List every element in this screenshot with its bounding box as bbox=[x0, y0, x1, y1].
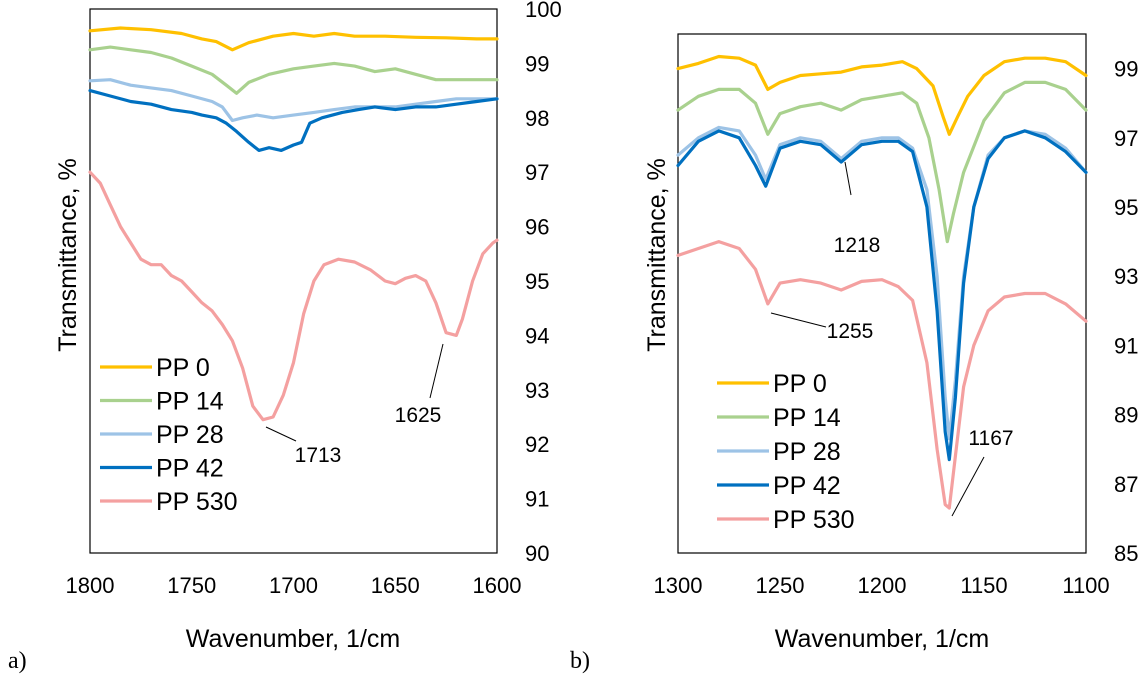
panel-b-y-tick-label: 93 bbox=[1114, 264, 1138, 289]
panel-a-y-tick-label: 94 bbox=[525, 323, 549, 348]
panel-b-x-tick-label: 1300 bbox=[654, 573, 703, 598]
panel-b-plot-frame bbox=[677, 33, 1087, 554]
panel-b-x-tick-label: 1100 bbox=[1062, 573, 1109, 598]
panel-a-y-axis-title: Transmittance, % bbox=[54, 158, 82, 352]
panel-b-y-tick-label: 87 bbox=[1114, 472, 1138, 497]
panel-b-y-axis-title: Transmittance, % bbox=[643, 158, 671, 352]
panel-b-x-tick-label: 1150 bbox=[960, 573, 1007, 598]
panel-a-annotation-1625: 1625 bbox=[395, 404, 442, 427]
panel-a-series-line-pp-0 bbox=[88, 26, 499, 52]
panel-a-x-tick-label: 1800 bbox=[66, 573, 115, 598]
panel-b-series-line-pp-530 bbox=[676, 240, 1088, 510]
panel-b-x-tick-label: 1200 bbox=[858, 573, 907, 598]
panel-b-series-line-pp-14 bbox=[676, 80, 1088, 244]
panel-a-legend-label: PP 0 bbox=[156, 354, 210, 382]
panel-b-y-tick-label: 95 bbox=[1114, 195, 1138, 220]
panel-a-y-tick-label: 95 bbox=[525, 269, 549, 294]
panel-a-x-axis-title: Wavenumber, 1/cm bbox=[186, 625, 400, 653]
panel-b-series-line-pp-42 bbox=[676, 129, 1088, 462]
panel-b-y-tick-label: 89 bbox=[1114, 403, 1138, 428]
panel-b-annotation-1255: 1255 bbox=[827, 320, 874, 343]
panel-a-annotation-1713: 1713 bbox=[295, 444, 342, 467]
panel-a-y-tick-label: 93 bbox=[525, 378, 549, 403]
panel-a-legend-label: PP 42 bbox=[156, 455, 224, 483]
panel-b-label: b) bbox=[570, 648, 590, 674]
panel-a-x-tick-label: 1650 bbox=[371, 573, 420, 598]
panel-b-annotation-leader-1218 bbox=[844, 161, 852, 196]
panel-a-y-tick-label: 92 bbox=[525, 432, 549, 457]
panel-b-annotation-1167: 1167 bbox=[968, 427, 1013, 450]
panel-a-legend-label: PP 530 bbox=[156, 488, 238, 516]
panel-a-x-tick-label: 1600 bbox=[473, 573, 522, 598]
panel-a-annotation-leader-1625 bbox=[429, 343, 444, 399]
panel-a-y-tick-label: 90 bbox=[525, 541, 549, 566]
panel-b-x-tick-label: 1250 bbox=[756, 573, 805, 598]
panel-a-label: a) bbox=[8, 648, 27, 674]
panel-a-y-tick-label: 100 bbox=[525, 0, 562, 22]
panel-b-y-tick-label: 99 bbox=[1114, 57, 1138, 82]
panel-a-legend-label: PP 28 bbox=[156, 421, 224, 449]
panel-a-plot-frame bbox=[89, 8, 498, 554]
panel-a-y-tick-label: 96 bbox=[525, 215, 549, 240]
panel-a-series-line-pp-28 bbox=[88, 78, 499, 123]
panel-b-y-tick-label: 97 bbox=[1114, 126, 1138, 151]
panel-a-y-tick-label: 91 bbox=[525, 487, 549, 512]
panel-a-y-tick-label: 97 bbox=[525, 160, 549, 185]
panel-b-annotation-leader-1255 bbox=[770, 312, 827, 328]
panel-a-x-tick-label: 1700 bbox=[269, 573, 318, 598]
panel-b-legend-label: PP 42 bbox=[773, 472, 841, 500]
panel-a-series-line-pp-14 bbox=[88, 45, 499, 95]
panel-a-y-tick-label: 98 bbox=[525, 106, 549, 131]
panel-a-annotation-leader-1713 bbox=[265, 426, 297, 442]
panel-b-y-tick-label: 91 bbox=[1114, 333, 1138, 358]
panel-b-legend-label: PP 530 bbox=[773, 506, 855, 534]
panel-b-legend-label: PP 0 bbox=[773, 370, 827, 398]
panel-b-y-tick-label: 85 bbox=[1114, 541, 1138, 566]
panel-b-series-line-pp-0 bbox=[676, 54, 1088, 136]
panel-b-x-axis-title: Wavenumber, 1/cm bbox=[775, 625, 989, 653]
panel-b-series-line-pp-28 bbox=[676, 125, 1088, 441]
panel-b-annotation-1218: 1218 bbox=[834, 234, 881, 257]
panel-a-legend-label: PP 14 bbox=[156, 388, 224, 416]
panel-a-series-line-pp-530 bbox=[88, 170, 499, 422]
panel-b-annotation-leader-1167 bbox=[951, 456, 985, 517]
panel-a-y-tick-label: 99 bbox=[525, 51, 549, 76]
panel-a-series-line-pp-42 bbox=[88, 89, 499, 152]
panel-b-legend-label: PP 28 bbox=[773, 438, 841, 466]
panel-a-x-tick-label: 1750 bbox=[167, 573, 216, 598]
panel-b-legend-label: PP 14 bbox=[773, 404, 841, 432]
